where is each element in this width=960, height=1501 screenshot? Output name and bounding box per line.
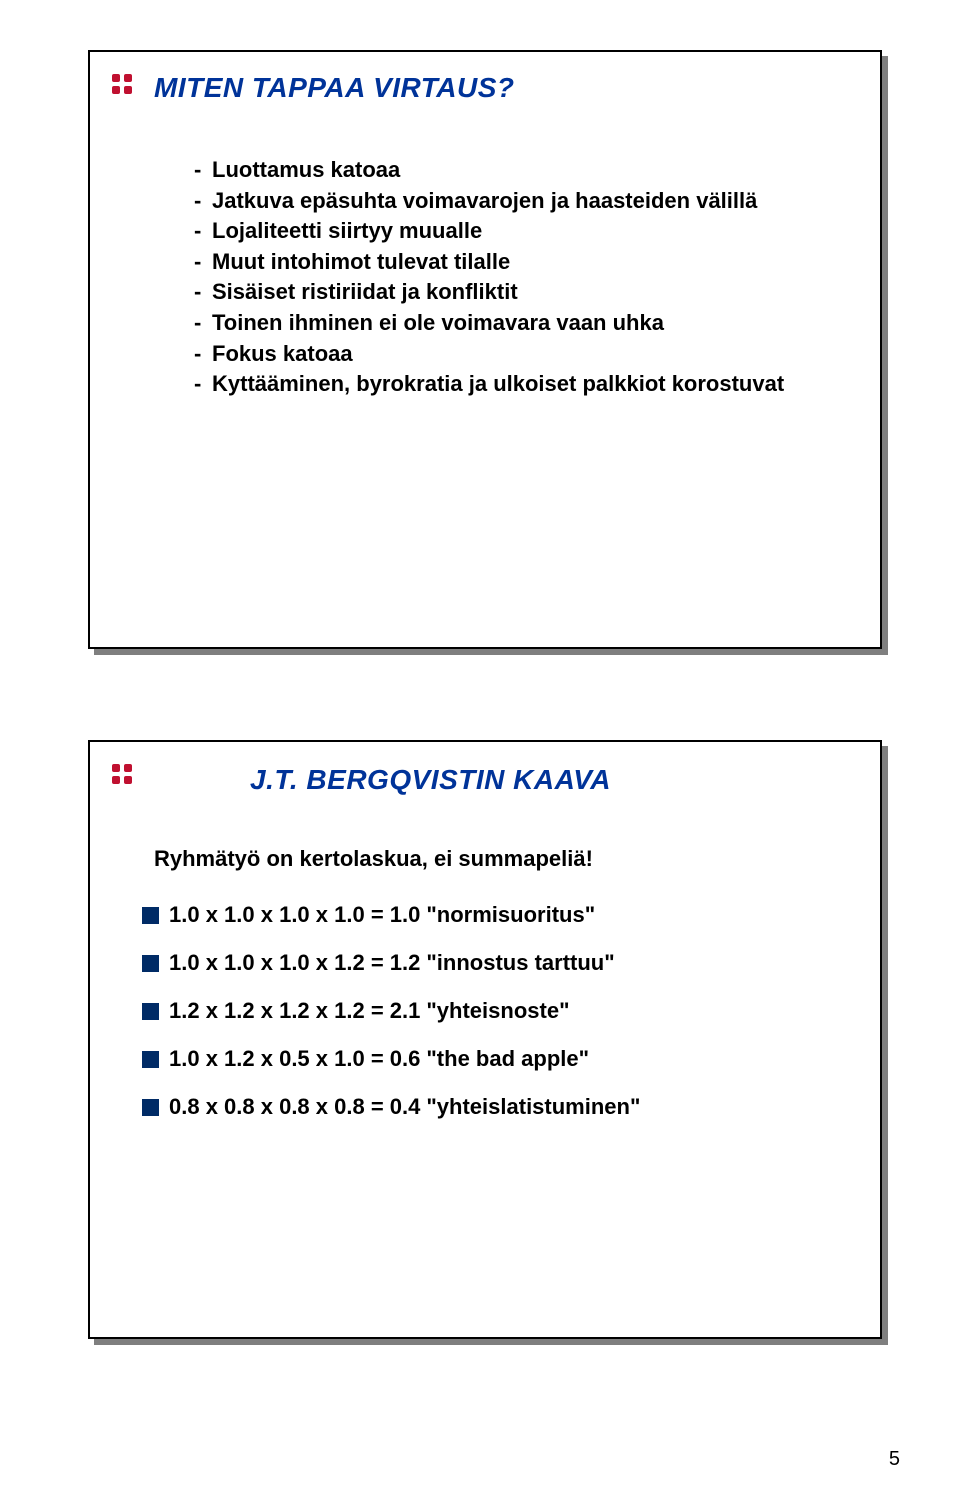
slide2-rows: 1.0 x 1.0 x 1.0 x 1.0 = 1.0 "normisuorit… — [142, 902, 840, 1142]
equation-label: "yhteislatistuminen" — [426, 1094, 640, 1120]
equation: 1.0 x 1.0 x 1.0 x 1.0 = 1.0 — [169, 902, 420, 928]
equation-label: "normisuoritus" — [426, 902, 595, 928]
page-number: 5 — [889, 1448, 900, 1471]
square-bullet-icon — [142, 907, 159, 924]
bullet-item: Kyttääminen, byrokratia ja ulkoiset palk… — [194, 370, 840, 399]
bullet-item: Jatkuva epäsuhta voimavarojen ja haastei… — [194, 187, 840, 216]
slide1-bullets: Luottamus katoaa Jatkuva epäsuhta voimav… — [154, 156, 840, 401]
equation-label: "innostus tarttuu" — [426, 950, 614, 976]
bullet-item: Fokus katoaa — [194, 340, 840, 369]
square-bullet-icon — [142, 1003, 159, 1020]
bullet-item: Sisäiset ristiriidat ja konfliktit — [194, 278, 840, 307]
square-bullet-icon — [142, 1051, 159, 1068]
bullet-item: Toinen ihminen ei ole voimavara vaan uhk… — [194, 309, 840, 338]
equation-label: "yhteisnoste" — [426, 998, 569, 1024]
bullet-item: Luottamus katoaa — [194, 156, 840, 185]
slide2-title: J.T. BERGQVISTIN KAAVA — [250, 764, 611, 796]
equation: 1.0 x 1.0 x 1.0 x 1.2 = 1.2 — [169, 950, 420, 976]
slide2-subtitle: Ryhmätyö on kertolaskua, ei summapeliä! — [154, 846, 593, 872]
equation-row: 1.0 x 1.2 x 0.5 x 1.0 = 0.6 "the bad app… — [142, 1046, 840, 1072]
bullet-item: Lojaliteetti siirtyy muualle — [194, 217, 840, 246]
equation: 1.0 x 1.2 x 0.5 x 1.0 = 0.6 — [169, 1046, 420, 1072]
equation-label: "the bad apple" — [426, 1046, 589, 1072]
bullet-item: Muut intohimot tulevat tilalle — [194, 248, 840, 277]
equation-row: 0.8 x 0.8 x 0.8 x 0.8 = 0.4 "yhteislatis… — [142, 1094, 840, 1120]
equation-row: 1.0 x 1.0 x 1.0 x 1.2 = 1.2 "innostus ta… — [142, 950, 840, 976]
page: MITEN TAPPAA VIRTAUS? Luottamus katoaa J… — [0, 0, 960, 1501]
square-bullet-icon — [142, 1099, 159, 1116]
slide-2: J.T. BERGQVISTIN KAAVA Ryhmätyö on kerto… — [88, 740, 882, 1339]
slide1-title: MITEN TAPPAA VIRTAUS? — [154, 72, 515, 104]
equation-row: 1.0 x 1.0 x 1.0 x 1.0 = 1.0 "normisuorit… — [142, 902, 840, 928]
slide-1: MITEN TAPPAA VIRTAUS? Luottamus katoaa J… — [88, 50, 882, 649]
equation: 0.8 x 0.8 x 0.8 x 0.8 = 0.4 — [169, 1094, 420, 1120]
equation-row: 1.2 x 1.2 x 1.2 x 1.2 = 2.1 "yhteisnoste… — [142, 998, 840, 1024]
square-bullet-icon — [142, 955, 159, 972]
equation: 1.2 x 1.2 x 1.2 x 1.2 = 2.1 — [169, 998, 420, 1024]
